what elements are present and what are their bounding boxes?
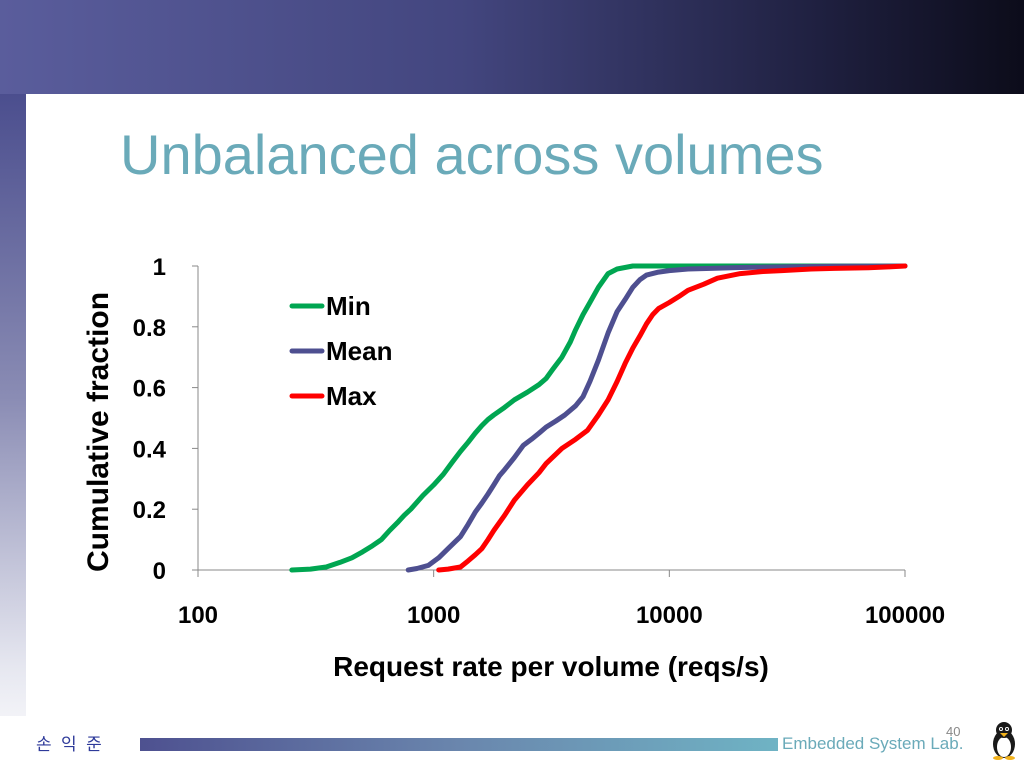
y-tick-label: 0.4 [133,436,167,463]
slide-title: Unbalanced across volumes [120,123,824,186]
chart-legend: Min Mean Max [289,291,392,411]
y-axis-label: Cumulative fraction [82,292,115,572]
series-line-min [289,263,908,573]
series-line-mean [405,263,908,573]
footer-bar [140,738,778,751]
series-line-max [436,263,908,573]
x-tick-label: 100000 [865,602,945,629]
x-tick-label: 10000 [636,602,703,629]
legend-label-min: Min [326,291,371,321]
x-axis-label: Request rate per volume (reqs/s) [333,651,769,682]
slide-background-strip [0,94,26,768]
slide-content-panel [26,94,1024,716]
y-tick-label: 0.2 [133,497,166,524]
x-tick-label: 100 [178,602,218,629]
y-tick-label: 1 [153,254,166,281]
chart-axes: 0 0.2 0.4 0.6 0.8 1 100 1000 10000 100000 [133,254,945,629]
x-tick-label: 1000 [407,602,460,629]
legend-label-mean: Mean [326,336,392,366]
author-name: 손 익 준 [36,735,104,755]
penguin-logo-icon [993,722,1015,760]
page-number: 40 [946,724,961,739]
chart-series-layer [289,263,908,573]
y-tick-label: 0.6 [133,376,166,403]
y-tick-label: 0.8 [133,315,166,342]
y-tick-label: 0 [153,558,166,585]
legend-label-max: Max [326,381,377,411]
lab-name: Embedded System Lab. [782,734,964,753]
